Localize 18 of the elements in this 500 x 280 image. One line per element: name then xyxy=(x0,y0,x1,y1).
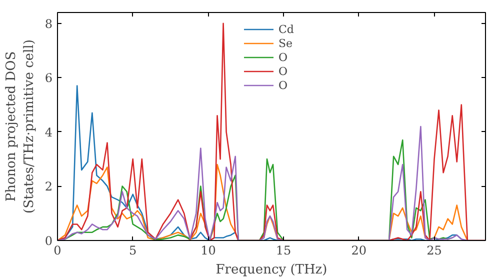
x-tick-label: 25 xyxy=(426,244,442,258)
x-axis-title: Frequency (THz) xyxy=(216,262,328,278)
x-tick-label: 10 xyxy=(200,244,216,258)
legend-label: O xyxy=(278,64,289,78)
y-axis-title: Phonon projected DOS (States/THz·primitive cell) xyxy=(4,39,37,214)
legend-label: O xyxy=(278,78,289,92)
y-tick-label: 0 xyxy=(44,234,53,248)
x-tick-label: 5 xyxy=(129,244,137,258)
legend-label: Se xyxy=(278,36,294,50)
y-tick-label: 4 xyxy=(44,125,53,140)
legend-label: Cd xyxy=(278,22,295,36)
legend-label: O xyxy=(278,50,289,64)
x-tick-label: 20 xyxy=(351,244,367,258)
y-tick-label: 2 xyxy=(44,180,53,194)
y-tick-label: 6 xyxy=(44,71,53,86)
y-tick-label: 8 xyxy=(44,16,53,31)
x-tick-label: 0 xyxy=(54,244,62,258)
x-tick-label: 15 xyxy=(276,244,292,258)
